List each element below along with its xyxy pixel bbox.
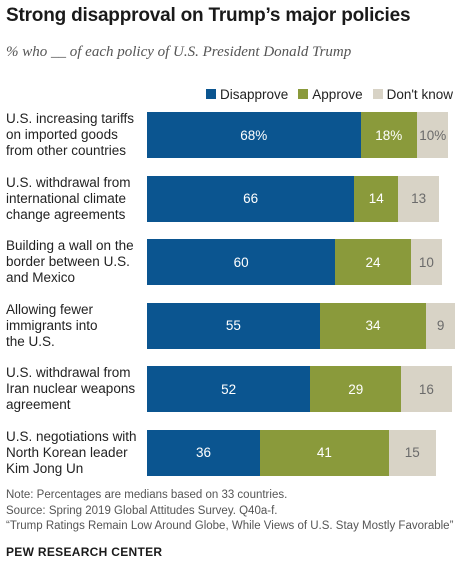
- data-label: 14: [368, 191, 384, 206]
- bar-approve: 41: [260, 429, 389, 476]
- data-label: 24: [365, 254, 381, 270]
- legend-label: Approve: [312, 86, 363, 102]
- category-label-line: change agreements: [6, 206, 126, 222]
- category-label-line: Building a wall on the: [6, 238, 134, 253]
- data-label: 52: [221, 381, 237, 397]
- data-label: 13: [411, 191, 427, 206]
- category-label-line: Iran nuclear weapons: [6, 381, 136, 396]
- bar-approve: 34: [319, 302, 427, 349]
- category-label-line: U.S. withdrawal from: [6, 174, 131, 190]
- category-label-line: North Korean leader: [6, 444, 128, 460]
- bar-disapprove: 36: [147, 429, 261, 476]
- data-label: 18%: [375, 127, 403, 143]
- category-label-line: U.S. negotiations with: [6, 428, 137, 444]
- bar-disapprove: 55: [147, 302, 320, 349]
- category-label-line: agreement: [6, 397, 71, 412]
- category-label-line: immigrants into: [6, 317, 98, 333]
- legend-label: Disapprove: [220, 86, 289, 102]
- category-label-line: U.S. withdrawal from: [6, 365, 131, 380]
- data-label: 10: [418, 254, 434, 270]
- bar-disapprove: 66: [147, 175, 355, 222]
- bar-disapprove: 52: [147, 366, 311, 412]
- legend-swatch: [206, 89, 216, 99]
- category-label-line: border between U.S.: [6, 254, 130, 269]
- chart-subtitle: % who __ of each policy of U.S. Presiden…: [6, 44, 352, 60]
- bar-disapprove: 68%: [147, 112, 361, 158]
- bar-dont-know: 9: [426, 302, 455, 349]
- bar-approve: 14: [354, 175, 399, 222]
- bar-approve: 18%: [360, 112, 418, 158]
- category-label: U.S. withdrawal from international climat…: [6, 175, 166, 223]
- category-label-line: and Mexico: [6, 270, 76, 285]
- category-label: U.S. withdrawal from Iran nuclear weapons…: [6, 365, 166, 413]
- source-organization: PEW RESEARCH CENTER: [6, 545, 163, 559]
- data-label: 60: [233, 254, 249, 270]
- legend-swatch: [372, 89, 383, 99]
- chart-title: Strong disapproval on Trump’s major poli…: [6, 5, 411, 26]
- category-label-line: U.S. increasing tariffs: [6, 111, 135, 126]
- report-title-text: “Trump Ratings Remain Low Around Globe, …: [6, 520, 454, 532]
- data-label: 34: [365, 318, 381, 333]
- data-label: 55: [225, 318, 241, 333]
- legend-item-don-t-know: Don't know: [372, 86, 453, 102]
- category-label-line: the U.S.: [6, 333, 55, 349]
- source-text: Source: Spring 2019 Global Attitudes Sur…: [6, 505, 278, 517]
- category-label: Allowing fewer immigrants into the U.S.: [6, 302, 166, 350]
- data-label: 68%: [240, 127, 268, 143]
- bar-dont-know: 15: [388, 429, 436, 476]
- data-label: 29: [348, 381, 364, 397]
- bar-dont-know: 10: [410, 239, 443, 285]
- category-label: U.S. increasing tariffs on imported goods…: [6, 111, 166, 159]
- category-label: Building a wall on the border between U.S…: [6, 238, 166, 286]
- legend-item-disapprove: Disapprove: [206, 87, 288, 102]
- category-label-line: Kim Jong Un: [6, 460, 84, 476]
- bar-disapprove: 60: [147, 239, 336, 285]
- data-label: 41: [316, 445, 332, 460]
- data-label: 9: [436, 318, 445, 333]
- data-label: 16: [418, 381, 434, 397]
- legend-label: Don't know: [386, 86, 453, 102]
- category-label-line: international climate: [6, 190, 127, 206]
- bar-dont-know: 10%: [417, 112, 449, 158]
- bar-dont-know: 16: [401, 366, 452, 412]
- bar-dont-know: 13: [398, 175, 439, 222]
- category-label-line: Allowing fewer: [6, 301, 94, 317]
- data-label: 66: [243, 191, 259, 206]
- note-text: Note: Percentages are medians based on 3…: [6, 489, 288, 501]
- legend-swatch: [298, 89, 309, 99]
- category-label-line: from other countries: [6, 143, 127, 158]
- legend-item-approve: Approve: [298, 86, 363, 102]
- category-label-line: on imported goods: [6, 127, 118, 142]
- data-label: 10%: [419, 127, 447, 143]
- category-label: U.S. negotiations with North Korean leade…: [6, 429, 166, 477]
- bar-approve: 29: [310, 366, 402, 412]
- legend: Disapprove Approve Don't know: [206, 86, 453, 102]
- data-label: 36: [196, 445, 212, 460]
- bar-approve: 24: [335, 239, 411, 285]
- data-label: 15: [404, 445, 420, 460]
